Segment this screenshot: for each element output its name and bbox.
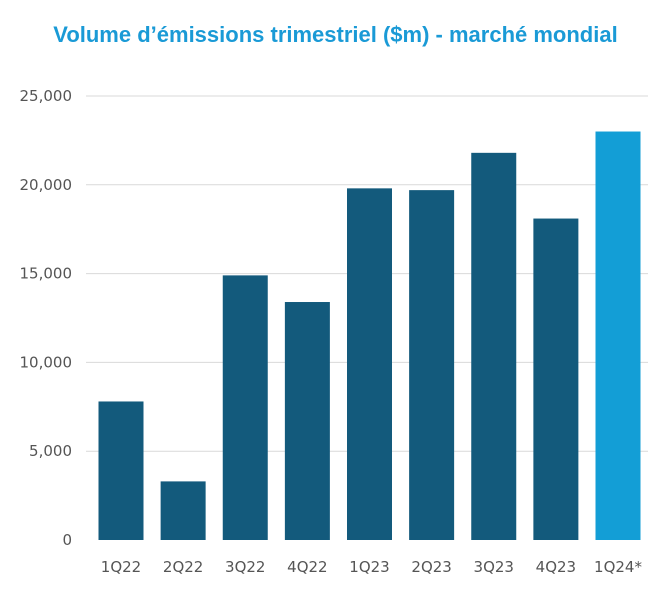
x-category-label: 3Q22 — [225, 558, 265, 576]
y-tick-label: 15,000 — [20, 265, 73, 283]
x-category-label: 4Q22 — [287, 558, 327, 576]
bar-1q23 — [347, 188, 392, 541]
x-category-label: 2Q22 — [163, 558, 203, 576]
bars — [98, 131, 641, 541]
bar-4q22 — [284, 302, 330, 540]
bar-1q22 — [98, 401, 144, 540]
bar-3q23 — [471, 152, 517, 540]
x-category-label: 4Q23 — [536, 558, 576, 576]
x-category-label: 1Q23 — [349, 558, 389, 576]
y-tick-label: 5,000 — [29, 442, 72, 460]
x-axis-categories: 1Q22 2Q22 3Q22 4Q22 1Q23 2Q23 3Q23 4Q23 1Q24* — [101, 558, 643, 576]
y-tick-label: 0 — [62, 531, 72, 549]
x-category-label: 3Q23 — [474, 558, 514, 576]
y-axis-ticks: 0 5,000 10,000 15,000 20,000 25,000 — [20, 87, 73, 549]
bar-2q23 — [409, 190, 455, 541]
y-tick-label: 25,000 — [20, 87, 73, 105]
bar-4q23 — [533, 218, 579, 540]
bar-3q22 — [222, 275, 268, 540]
chart-title: Volume d’émissions trimestriel ($m) - ma… — [53, 22, 618, 47]
x-category-label: 1Q24* — [594, 558, 642, 576]
bar-1q24 — [595, 131, 641, 540]
y-tick-label: 10,000 — [20, 353, 73, 371]
bar-2q22 — [160, 481, 206, 540]
x-category-label: 2Q23 — [411, 558, 451, 576]
y-tick-label: 20,000 — [20, 176, 73, 194]
x-category-label: 1Q22 — [101, 558, 141, 576]
